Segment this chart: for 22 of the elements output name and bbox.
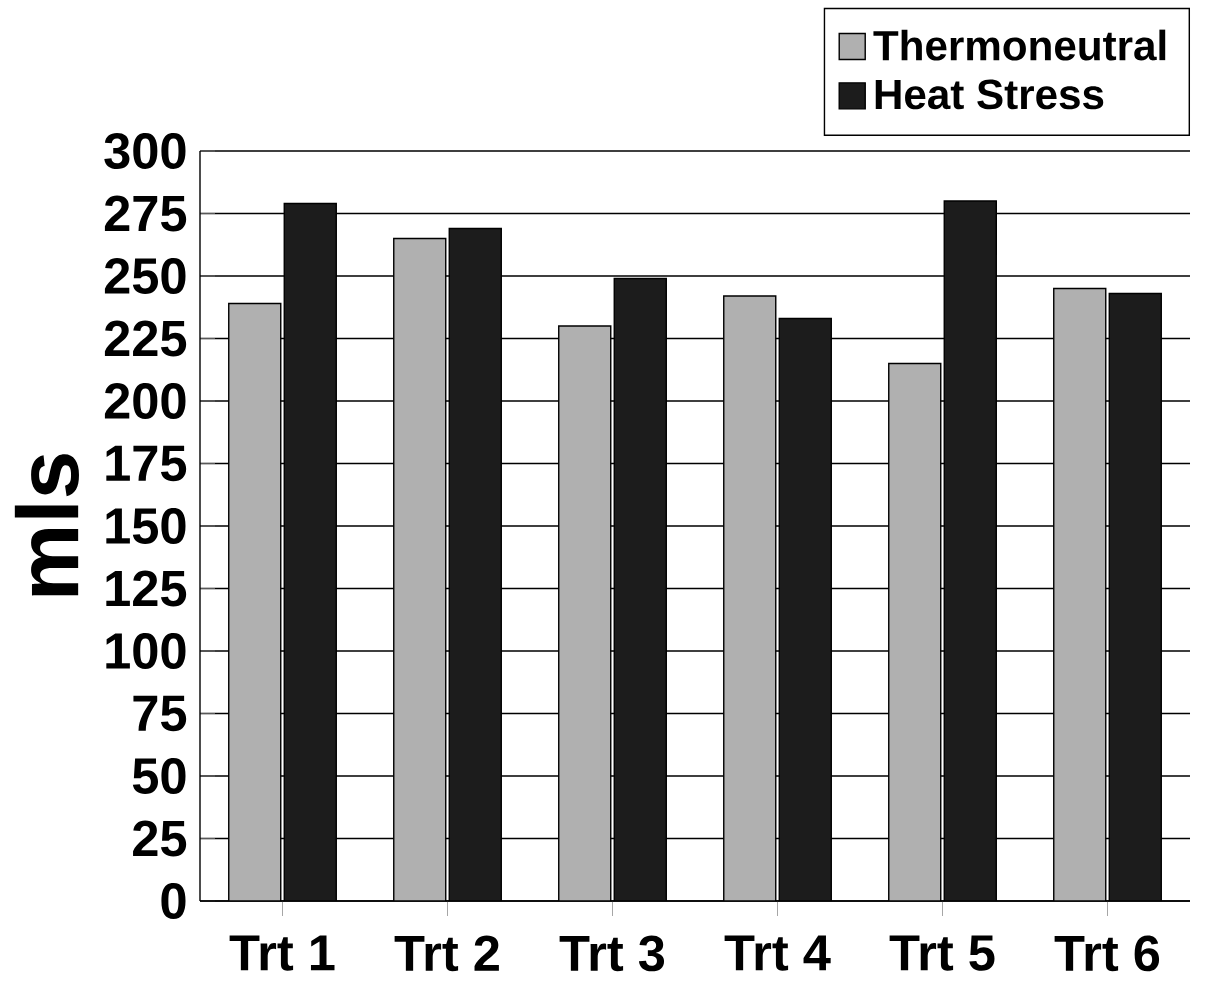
y-axis-title: mls <box>14 454 79 596</box>
x-tick-label: Trt 4 <box>724 935 831 971</box>
y-tick-label: 75 <box>133 695 187 732</box>
x-tick-label: Trt 2 <box>394 935 499 972</box>
x-tick-label: Trt 6 <box>1054 935 1160 972</box>
y-tick-label: 250 <box>104 258 186 294</box>
y-tick-label: 50 <box>132 758 186 794</box>
legend-label: Heat Stress <box>875 79 1104 110</box>
x-tick-label: Trt 3 <box>559 935 665 972</box>
y-tick-label: 175 <box>106 445 187 482</box>
y-tick-label: 0 <box>161 883 186 919</box>
y-tick-label: 225 <box>104 320 187 357</box>
y-tick-label: 200 <box>104 383 186 419</box>
y-tick-label: 100 <box>106 633 186 669</box>
x-tick-label: Trt 5 <box>889 935 995 971</box>
y-tick-label: 125 <box>106 570 187 607</box>
y-tick-label: 150 <box>106 508 186 544</box>
x-tick-label: Trt 1 <box>229 935 335 971</box>
y-tick-label: 275 <box>104 195 187 232</box>
y-tick-label: 300 <box>104 133 186 169</box>
y-tick-label: 25 <box>133 820 187 857</box>
legend-label: Thermoneutral <box>873 29 1166 61</box>
